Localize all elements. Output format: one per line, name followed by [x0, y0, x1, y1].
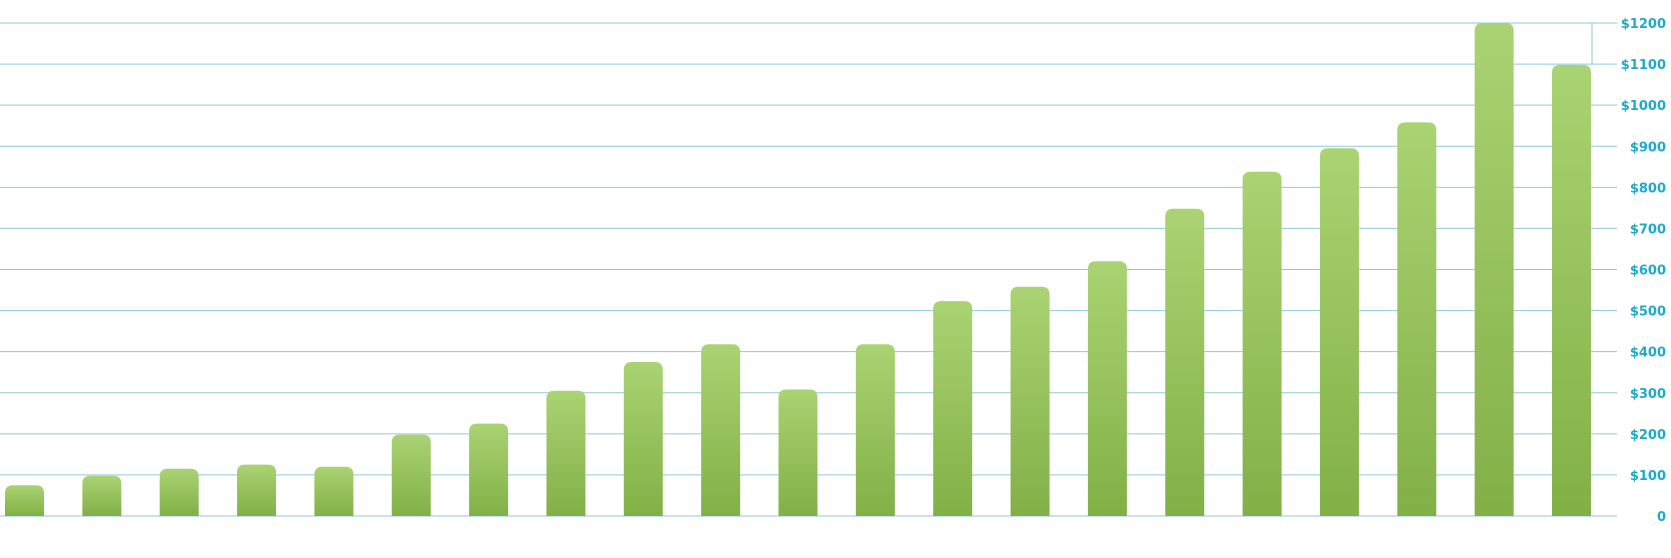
y-tick-label: 0	[1657, 510, 1666, 525]
bar	[623, 361, 663, 516]
bar	[314, 466, 354, 516]
bar	[1165, 208, 1205, 517]
y-tick-label: $900	[1630, 140, 1666, 155]
bar	[1552, 64, 1591, 516]
y-axis-tick-labels: 0 $100 $200 $300 $400 $500 $600 $700 $800 $900 $10…	[1621, 17, 1666, 525]
y-tick-label: $400	[1630, 346, 1666, 361]
y-tick-label: $200	[1630, 428, 1666, 443]
y-tick-label: $700	[1630, 222, 1666, 237]
bar	[701, 344, 741, 516]
bars	[5, 23, 1591, 517]
bar	[469, 423, 509, 516]
bar	[82, 475, 122, 516]
bar	[1010, 286, 1050, 516]
bar	[1087, 261, 1127, 516]
bar	[546, 390, 586, 516]
bar	[933, 301, 973, 516]
bar	[1474, 23, 1514, 516]
gridlines	[0, 22, 1617, 517]
bar	[1319, 148, 1359, 516]
y-tick-label: $100	[1630, 469, 1666, 484]
y-tick-label: $1200	[1621, 17, 1666, 32]
bar	[778, 389, 818, 516]
y-tick-label: $500	[1630, 305, 1666, 320]
bar	[159, 468, 199, 516]
bar	[391, 434, 431, 516]
bar	[237, 464, 277, 516]
y-tick-label: $1000	[1621, 99, 1666, 114]
y-tick-label: $800	[1630, 181, 1666, 196]
bar	[5, 485, 44, 516]
bar	[1397, 122, 1437, 517]
y-tick-label: $300	[1630, 387, 1666, 402]
bar	[855, 344, 895, 516]
y-tick-label: $1100	[1621, 58, 1666, 73]
y-tick-label: $600	[1630, 264, 1666, 279]
bar	[1242, 171, 1282, 516]
